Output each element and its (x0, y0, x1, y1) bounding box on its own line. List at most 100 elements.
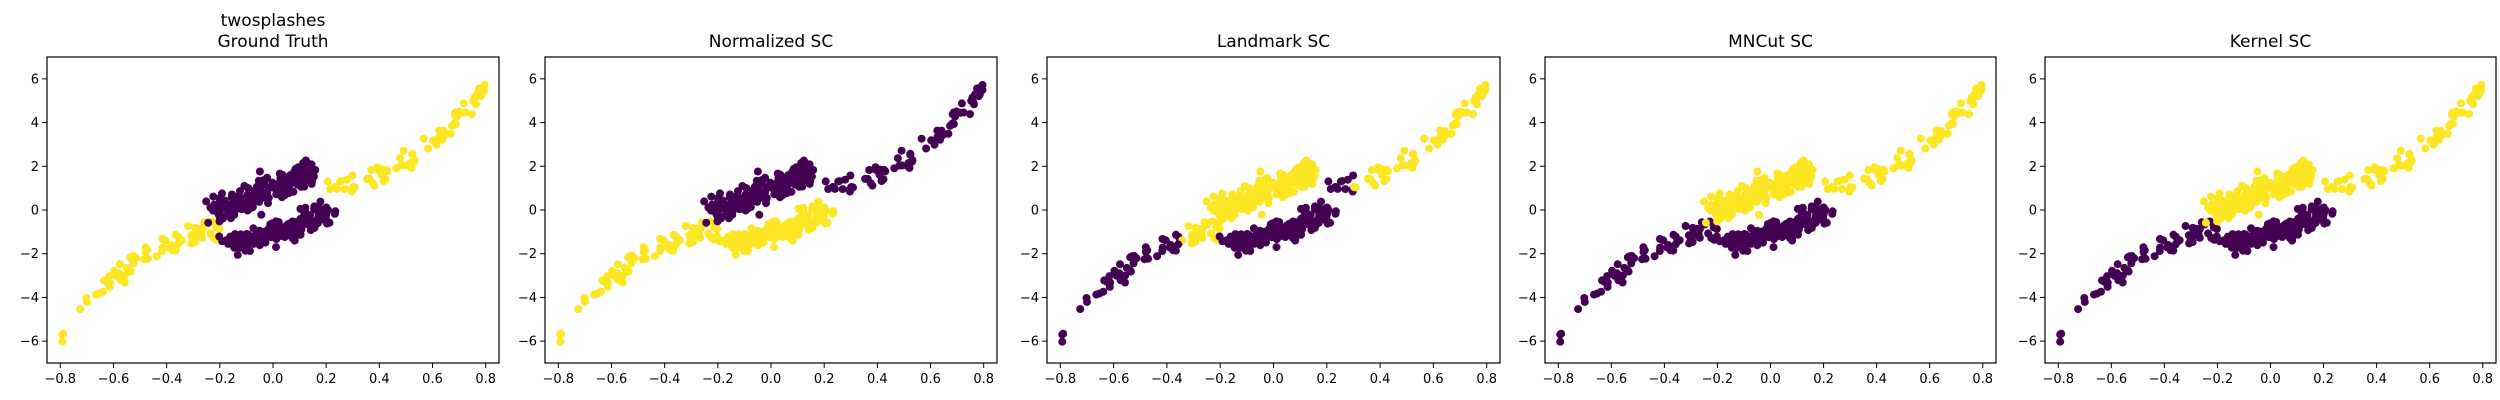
scatter-point (2221, 210, 2230, 219)
scatter-point (2288, 223, 2297, 232)
scatter-point (419, 134, 428, 143)
scatter-point (115, 260, 124, 269)
scatter-point (865, 166, 874, 174)
scatter-point (209, 192, 218, 201)
x-tick-label: 0.2 (814, 372, 835, 387)
scatter-point (794, 179, 803, 188)
x-tick-label: 0.8 (973, 372, 994, 387)
scatter-point (223, 210, 232, 219)
scatter-point (786, 175, 795, 184)
scatter-point (1862, 174, 1871, 183)
scatter-point (1738, 236, 1747, 245)
scatter-point (1141, 243, 1150, 252)
scatter-point (399, 146, 408, 155)
scatter-point (1283, 176, 1292, 185)
scatter-point (2467, 93, 2476, 102)
scatter-point (603, 272, 612, 281)
scatter-point (2476, 83, 2485, 92)
scatter-point (688, 238, 697, 247)
scatter-point (212, 223, 221, 232)
scatter-point (1707, 200, 1716, 209)
scatter-point (1958, 108, 1967, 117)
scatter-point (367, 166, 376, 174)
x-tick-label: −0.6 (2096, 372, 2128, 387)
scatter-point (1948, 108, 1957, 117)
scatter-point (254, 176, 263, 185)
scatter-point (2232, 241, 2241, 250)
scatter-point (783, 225, 792, 234)
scatter-point (1171, 246, 1180, 255)
scatter-point (922, 144, 931, 153)
scatter-point (1234, 250, 1243, 259)
x-tick-label: −0.2 (204, 372, 236, 387)
scatter-point (272, 243, 280, 252)
scatter-point (1273, 189, 1282, 198)
scatter-point (1556, 337, 1565, 346)
x-tick-label: 0.4 (1370, 372, 1391, 387)
scatter-point (715, 200, 724, 209)
scatter-point (122, 263, 131, 272)
scatter-point (650, 252, 659, 261)
scatter-point (835, 177, 844, 186)
scatter-point (1217, 200, 1226, 209)
scatter-point (1656, 235, 1664, 243)
scatter-point (278, 223, 287, 232)
scatter-point (1305, 163, 1314, 171)
scatter-point (323, 177, 332, 186)
scatter-point (2320, 219, 2329, 228)
scatter-point (1763, 231, 1772, 240)
scatter-point (1471, 93, 1480, 102)
scatter-point (1780, 176, 1789, 185)
scatter-point (1770, 228, 1778, 237)
scatter-point (2103, 278, 2112, 287)
scatter-point (1276, 178, 1285, 187)
scatter-point (234, 241, 243, 250)
scatter-point (1153, 252, 1162, 261)
scatter-point (2393, 154, 2402, 163)
scatter-point (158, 235, 167, 243)
scatter-point (227, 234, 236, 243)
scatter-point (330, 209, 339, 218)
scatter-point (59, 329, 68, 338)
scatter-point (707, 192, 716, 201)
scatter-point (968, 93, 977, 102)
scatter-point (1721, 210, 1730, 219)
x-tick-label: −0.4 (1649, 372, 1681, 387)
y-tick-label: 2 (1529, 160, 1537, 175)
x-tick-label: 0.8 (1476, 372, 1497, 387)
scatter-point (1799, 156, 1808, 165)
scatter-point (1597, 287, 1605, 296)
scatter-point (1272, 243, 1281, 252)
scatter-point (112, 271, 121, 280)
scatter-point (273, 189, 282, 198)
scatter-point (893, 154, 902, 163)
scatter-point (2280, 184, 2289, 192)
scatter-point (308, 177, 317, 185)
scatter-point (814, 197, 823, 206)
y-tick-label: −6 (518, 335, 537, 350)
scatter-point (2207, 192, 2215, 201)
scatter-point (1331, 209, 1340, 218)
scatter-point (1834, 177, 1843, 186)
scatter-point (704, 229, 713, 238)
scatter-point (799, 156, 808, 165)
scatter-point (1317, 197, 1325, 206)
scatter-point (2224, 234, 2233, 243)
scatter-point (1460, 99, 1469, 108)
scatter-point (1904, 163, 1913, 172)
scatter-point (1433, 140, 1442, 149)
scatter-point (1897, 161, 1906, 170)
scatter-point (966, 110, 974, 119)
scatter-point (1976, 83, 1985, 92)
scatter-point (304, 163, 313, 171)
scatter-point (1166, 241, 1175, 249)
scatter-point (2252, 176, 2261, 185)
scatter-point (1192, 225, 1201, 234)
scatter-point (1262, 190, 1271, 199)
scatter-point (300, 173, 309, 182)
scatter-point (2458, 108, 2467, 117)
scatter-point (1202, 197, 1211, 206)
scatter-point (1480, 83, 1489, 92)
scatter-point (204, 218, 213, 227)
scatter-point (1864, 166, 1873, 174)
